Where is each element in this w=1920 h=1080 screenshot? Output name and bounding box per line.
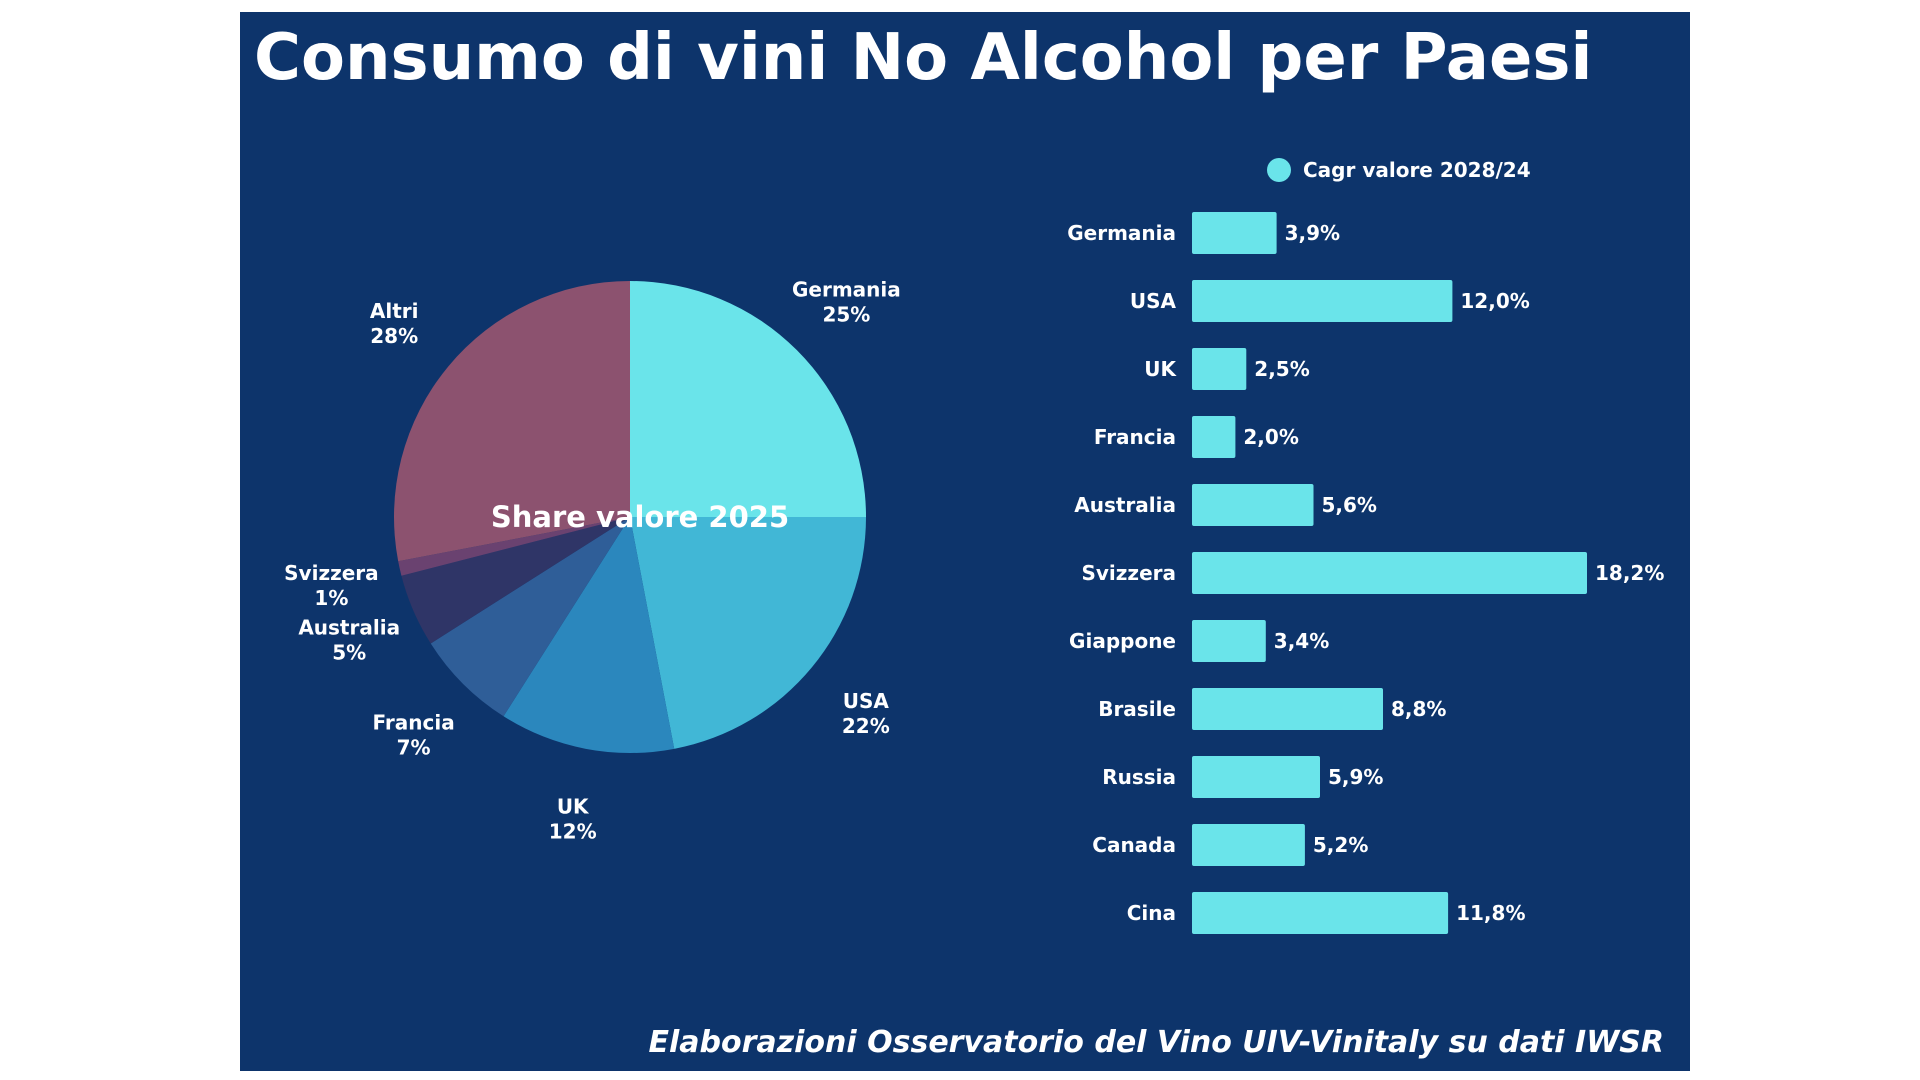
- page-title: Consumo di vini No Alcohol per Paesi: [254, 21, 1593, 95]
- bar-uk: [1192, 348, 1247, 390]
- bar-category-australia: Australia: [1074, 493, 1176, 517]
- bar-category-cina: Cina: [1127, 901, 1176, 925]
- bar-value-canada: 5,2%: [1313, 833, 1368, 857]
- pie-value-francia: 7%: [397, 735, 431, 759]
- bar-category-brasile: Brasile: [1098, 697, 1176, 721]
- bar-germania: [1192, 212, 1277, 254]
- bar-value-brasile: 8,8%: [1391, 697, 1446, 721]
- pie-label-altri: Altri: [370, 299, 419, 323]
- pie-label-usa: USA: [843, 689, 890, 713]
- bar-francia: [1192, 416, 1236, 458]
- pie-value-uk: 12%: [549, 820, 597, 844]
- bar-canada: [1192, 824, 1305, 866]
- bar-category-svizzera: Svizzera: [1081, 561, 1176, 585]
- pie-slice-francia: [430, 517, 630, 717]
- bar-chart: Cagr valore 2028/24 Germania 3,9% USA 12,0% U…: [1067, 158, 1664, 934]
- bar-category-germania: Germania: [1067, 221, 1176, 245]
- bar-value-giappone: 3,4%: [1274, 629, 1329, 653]
- bar-australia: [1192, 484, 1314, 526]
- bar-russia: [1192, 756, 1320, 798]
- infographic-panel: Consumo di vini No Alcohol per Paesi Ger…: [240, 12, 1690, 1071]
- legend-marker: [1267, 158, 1291, 182]
- pie-label-australia: Australia: [298, 616, 400, 640]
- bar-svizzera: [1192, 552, 1587, 594]
- pie-label-germania: Germania: [792, 278, 901, 302]
- pie-title: Share valore 2025: [491, 500, 789, 534]
- bar-value-cina: 11,8%: [1456, 901, 1525, 925]
- source-note: Elaborazioni Osservatorio del Vino UIV-V…: [648, 1025, 1664, 1060]
- bar-value-uk: 2,5%: [1254, 357, 1309, 381]
- bar-value-francia: 2,0%: [1243, 425, 1298, 449]
- pie-slice-altri: [394, 281, 630, 562]
- bar-value-germania: 3,9%: [1285, 221, 1340, 245]
- bar-category-francia: Francia: [1094, 425, 1176, 449]
- bar-value-australia: 5,6%: [1322, 493, 1377, 517]
- pie-slice-germania: [630, 281, 866, 517]
- bar-category-canada: Canada: [1092, 833, 1176, 857]
- pie-value-svizzera: 1%: [314, 586, 348, 610]
- legend-label: Cagr valore 2028/24: [1303, 158, 1531, 182]
- pie-value-altri: 28%: [370, 324, 418, 348]
- charts-canvas: Germania25%USA22%UK12%Francia7%Australia…: [284, 158, 1664, 934]
- bar-brasile: [1192, 688, 1383, 730]
- pie-value-usa: 22%: [842, 714, 890, 738]
- bar-giappone: [1192, 620, 1266, 662]
- pie-label-francia: Francia: [373, 710, 455, 734]
- pie-label-svizzera: Svizzera: [284, 561, 379, 585]
- bar-value-usa: 12,0%: [1460, 289, 1529, 313]
- bar-category-usa: USA: [1130, 289, 1177, 313]
- bar-cina: [1192, 892, 1449, 934]
- pie-slice-svizzera: [398, 517, 630, 576]
- bar-value-svizzera: 18,2%: [1595, 561, 1664, 585]
- pie-value-australia: 5%: [332, 641, 366, 665]
- bar-category-giappone: Giappone: [1069, 629, 1176, 653]
- bar-value-russia: 5,9%: [1328, 765, 1383, 789]
- pie-value-germania: 25%: [822, 303, 870, 327]
- bar-category-russia: Russia: [1102, 765, 1176, 789]
- pie-slice-australia: [401, 517, 630, 644]
- bar-category-uk: UK: [1144, 357, 1177, 381]
- pie-slice-uk: [503, 517, 675, 754]
- pie-label-uk: UK: [557, 795, 590, 819]
- bar-usa: [1192, 280, 1453, 322]
- pie-slice-usa: [630, 517, 866, 749]
